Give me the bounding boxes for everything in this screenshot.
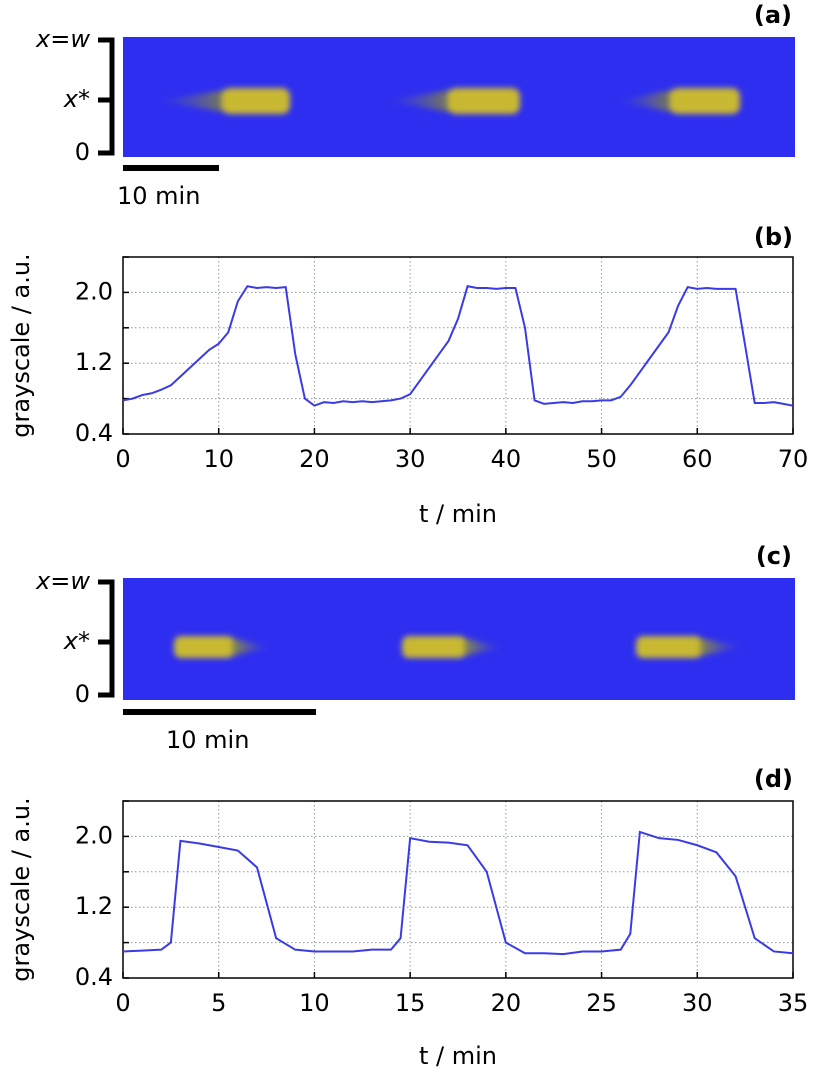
axis-label: 0: [75, 680, 90, 708]
panel-label: (c): [756, 542, 792, 570]
scale-label: 10 min: [117, 182, 200, 210]
x-tick-label: 40: [491, 445, 522, 473]
x-tick-label: 30: [682, 989, 713, 1017]
x-tick-label: 0: [115, 989, 130, 1017]
y-tick-label: 2.0: [75, 277, 113, 305]
axis-label: 0: [75, 138, 90, 166]
axis-label: x=w: [35, 567, 90, 595]
x-tick-label: 60: [682, 445, 713, 473]
y-axis-label: grayscale / a.u.: [7, 797, 35, 981]
panel-label: (b): [754, 223, 793, 251]
axis-label: x*: [63, 627, 90, 655]
x-tick-label: 25: [586, 989, 617, 1017]
x-tick-label: 50: [586, 445, 617, 473]
x-tick-label: 30: [395, 445, 426, 473]
y-tick-label: 0.4: [75, 963, 113, 991]
panel-label: (d): [754, 765, 793, 793]
x-axis-label: t / min: [419, 1042, 497, 1070]
data-line: [122, 285, 794, 407]
scale-label: 10 min: [166, 726, 249, 754]
plot-frame: [122, 256, 794, 435]
y-tick-label: 1.2: [75, 348, 113, 376]
x-tick-label: 0: [115, 445, 130, 473]
x-tick-label: 5: [211, 989, 226, 1017]
y-tick-label: 2.0: [75, 821, 113, 849]
y-tick-label: 1.2: [75, 892, 113, 920]
axis-label: x*: [63, 85, 90, 113]
y-tick-label: 0.4: [75, 419, 113, 447]
x-tick-label: 10: [203, 445, 234, 473]
panel-label: (a): [754, 1, 792, 29]
x-tick-label: 20: [299, 445, 330, 473]
x-axis-label: t / min: [419, 500, 497, 528]
data-line: [122, 830, 794, 956]
kymograph-c: [98, 578, 795, 715]
plot-frame: [122, 800, 794, 979]
x-tick-label: 35: [778, 989, 809, 1017]
kymograph-a: [98, 37, 795, 171]
x-tick-label: 20: [491, 989, 522, 1017]
x-tick-label: 70: [778, 445, 809, 473]
y-axis-label: grayscale / a.u.: [7, 253, 35, 437]
axis-label: x=w: [35, 25, 90, 53]
x-tick-label: 10: [299, 989, 330, 1017]
x-tick-label: 15: [395, 989, 426, 1017]
